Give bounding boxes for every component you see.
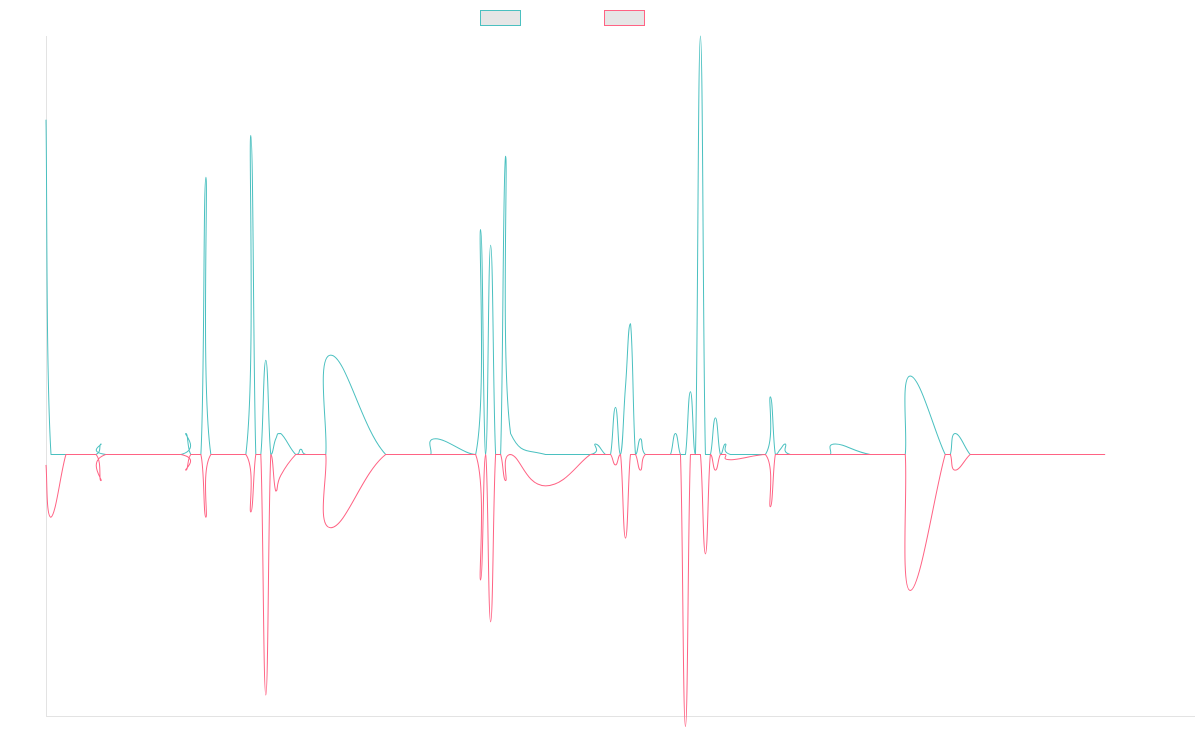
- legend: [480, 10, 645, 26]
- legend-swatch-2[interactable]: [604, 10, 645, 26]
- axes: [46, 36, 1195, 717]
- series-line-1: [45, 35, 1106, 455]
- series-line-2: [45, 453, 1106, 727]
- legend-swatch-1[interactable]: [480, 10, 521, 26]
- plot-area: [45, 35, 1106, 727]
